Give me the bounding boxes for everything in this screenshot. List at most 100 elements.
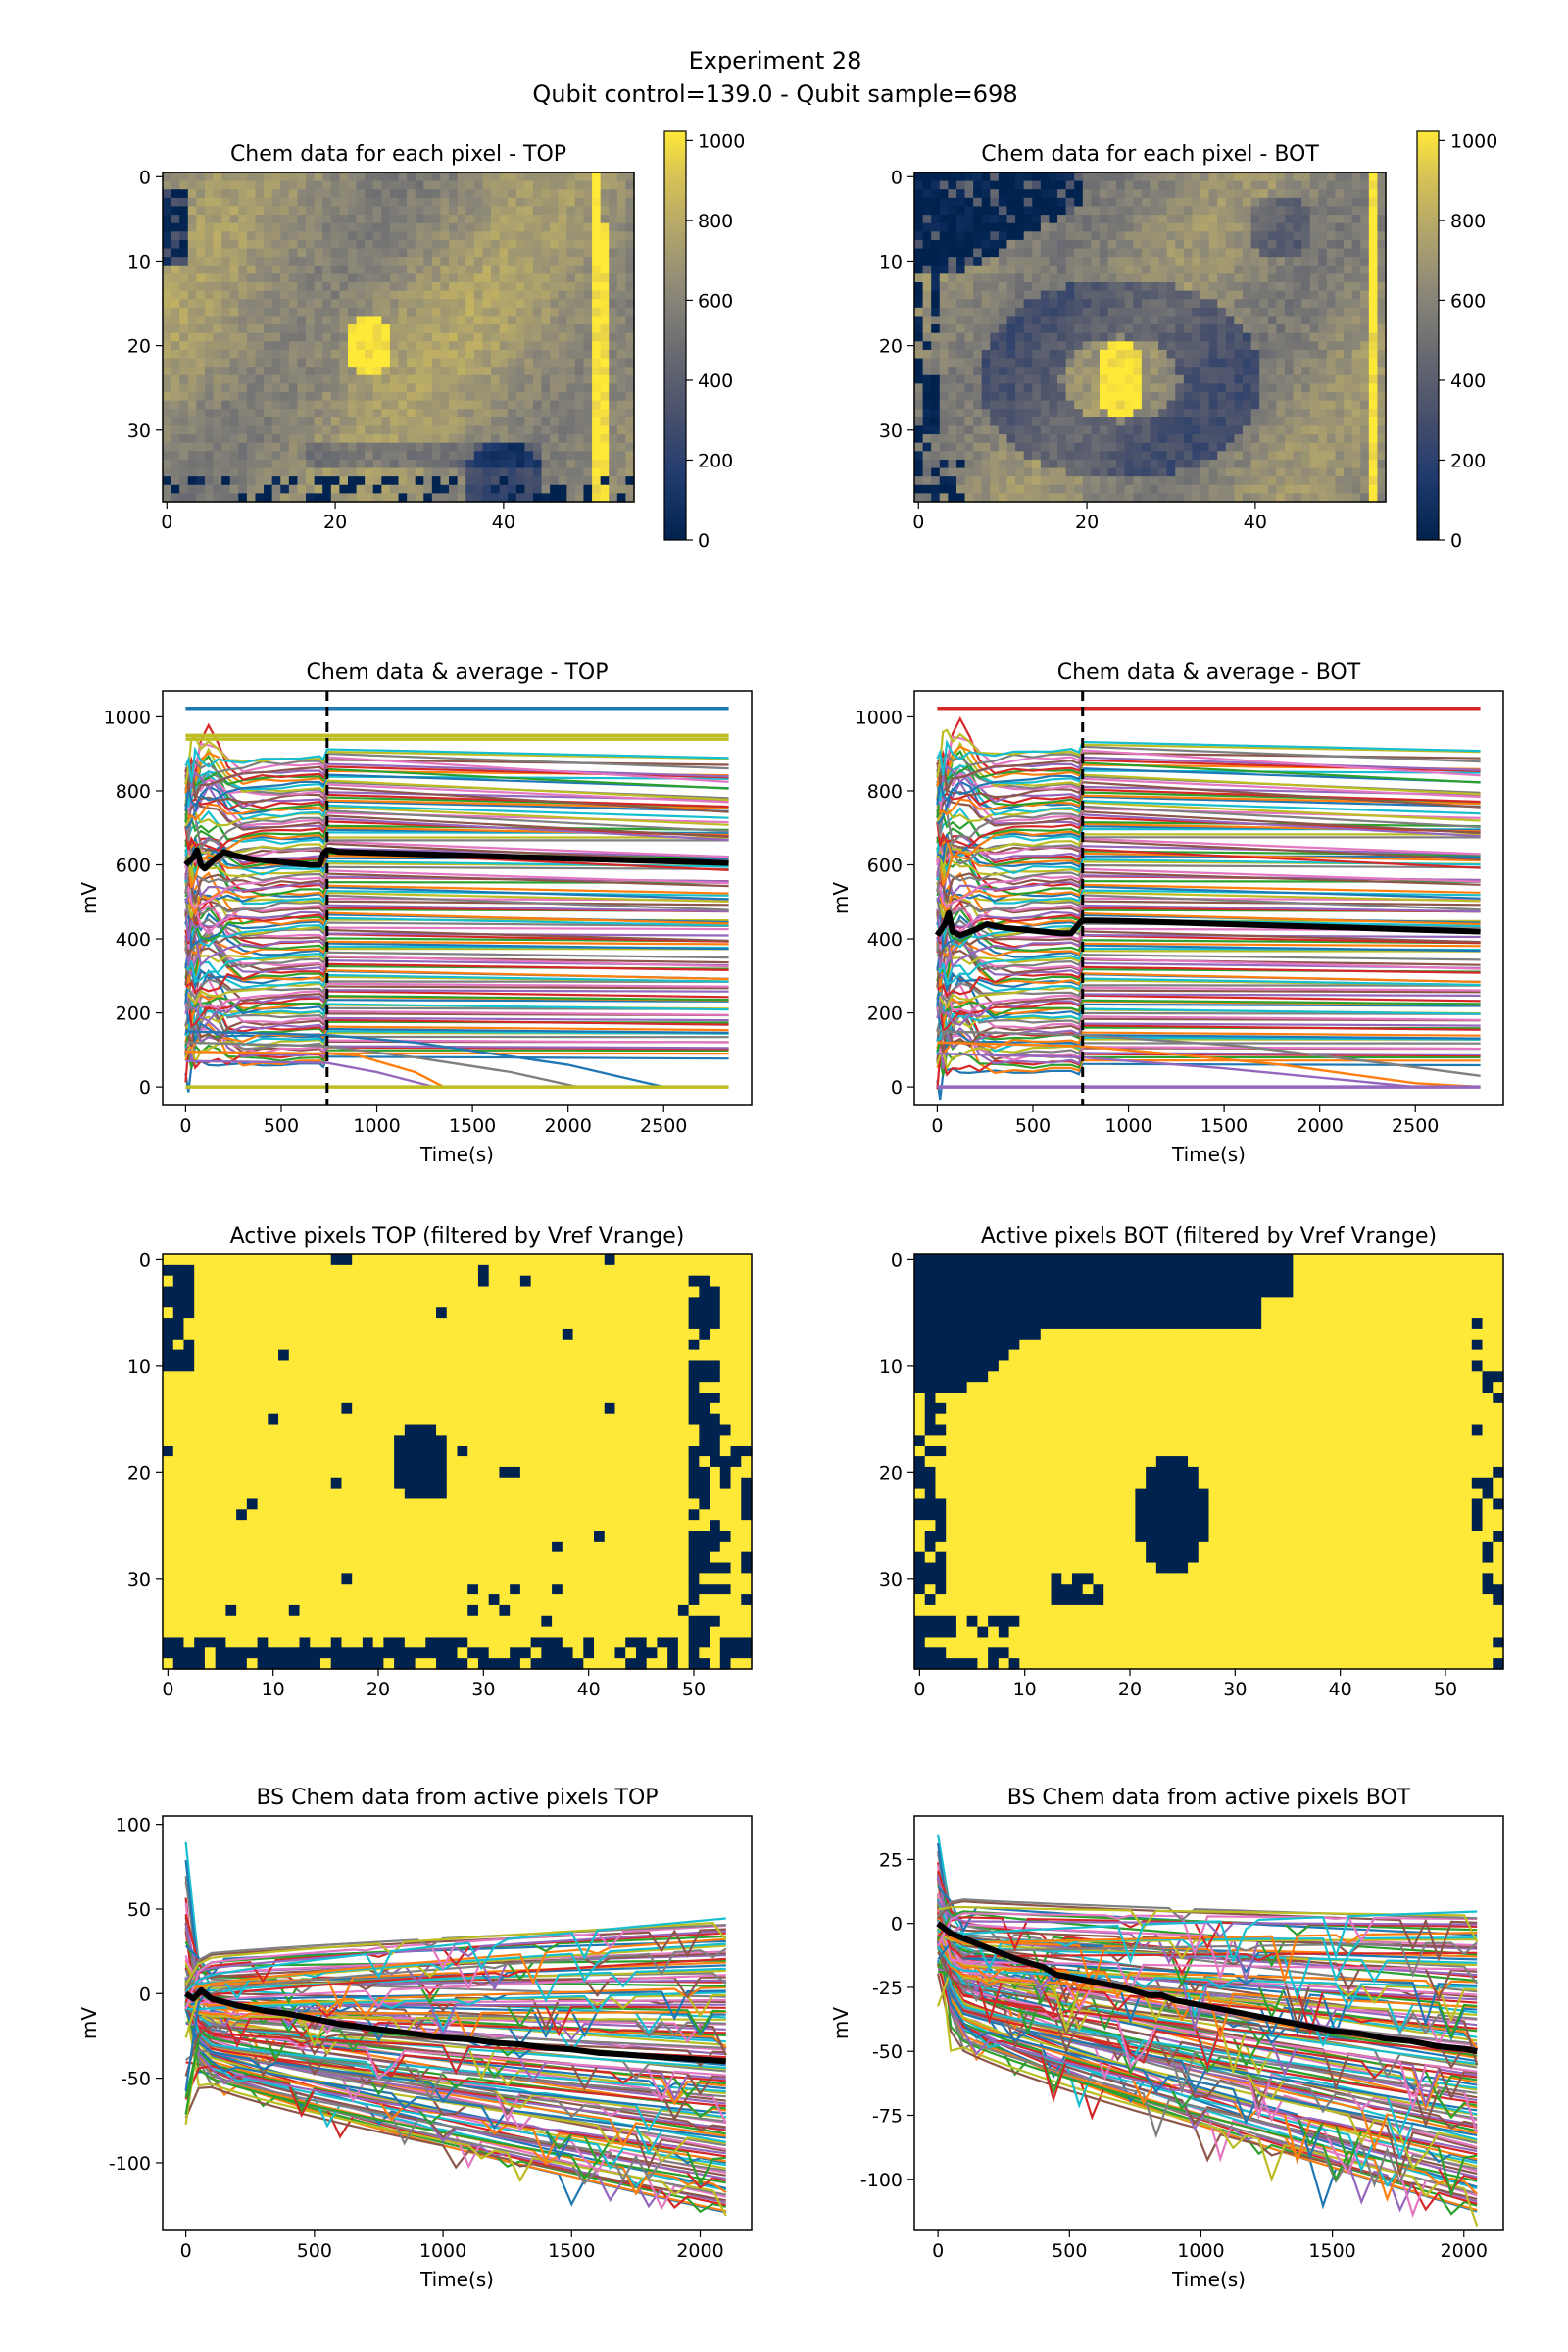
x-tick-label: 1000 (1104, 1115, 1152, 1137)
heatmap-cell (1175, 206, 1185, 216)
heatmap-cell (372, 349, 382, 360)
heatmap-cell (490, 493, 501, 503)
heatmap-cell (583, 484, 593, 494)
heatmap-cell (187, 172, 197, 182)
heatmap-cell (1250, 383, 1260, 393)
heatmap-cell (1116, 197, 1126, 208)
heatmap-cell (271, 392, 281, 402)
heatmap-cell (931, 374, 941, 384)
heatmap-cell (1293, 367, 1302, 376)
heatmap-cell (1318, 257, 1328, 267)
heatmap-cell (204, 442, 215, 452)
heatmap-cell (566, 222, 576, 232)
heatmap-cell (973, 358, 983, 368)
heatmap-cell (1335, 307, 1345, 318)
heatmap-cell (187, 459, 197, 469)
heatmap-cell (956, 349, 966, 360)
heatmap-cell (314, 332, 323, 342)
heatmap-cell (1158, 239, 1168, 250)
heatmap-cell (1344, 442, 1353, 452)
heatmap-cell (473, 425, 483, 435)
heatmap-cell (1158, 180, 1168, 190)
heatmap-cell (998, 189, 1008, 199)
heatmap-cell (213, 409, 222, 418)
heatmap-cell (246, 215, 257, 224)
heatmap-cell (998, 409, 1008, 418)
heatmap-cell (931, 416, 941, 427)
heatmap-cell (306, 409, 316, 418)
heatmap-cell (914, 257, 924, 267)
heatmap-cell (583, 416, 593, 427)
heatmap-cell (592, 459, 602, 469)
heatmap-cell (490, 307, 501, 318)
heatmap-cell (271, 484, 281, 494)
heatmap-cell (280, 459, 290, 469)
heatmap-cell (171, 206, 180, 216)
heatmap-cell (1267, 434, 1277, 444)
heatmap-cell (431, 358, 442, 368)
heatmap-cell (646, 1264, 659, 1277)
heatmap-cell (583, 1286, 595, 1298)
heatmap-cell (1107, 467, 1117, 477)
y-tick-label: 400 (116, 929, 151, 951)
heatmap-cell (482, 409, 492, 418)
heatmap-cell (1225, 341, 1235, 351)
heatmap-cell (356, 189, 366, 199)
heatmap-cell (583, 349, 593, 360)
heatmap-cell (964, 459, 974, 469)
colorbar-tick-label: 800 (698, 211, 733, 232)
heatmap-cell (1242, 282, 1252, 292)
heatmap-cell (1057, 493, 1067, 503)
heatmap-cell (407, 332, 416, 342)
heatmap-cell (271, 290, 281, 300)
heatmap-cell (667, 1275, 679, 1288)
heatmap-cell (204, 189, 215, 199)
heatmap-cell (372, 206, 382, 216)
heatmap-cell (1377, 467, 1387, 477)
heatmap-cell (213, 442, 222, 452)
heatmap-cell (1293, 409, 1302, 418)
heatmap-cell (532, 409, 543, 418)
heatmap-cell (446, 1264, 459, 1277)
heatmap-cell (1150, 416, 1159, 427)
heatmap-cell (314, 299, 323, 309)
heatmap-cell (1377, 206, 1387, 216)
heatmap-cell (1351, 341, 1361, 351)
heatmap-cell (1284, 459, 1295, 469)
heatmap-cell (914, 358, 924, 368)
heatmap-cell (1107, 290, 1117, 300)
heatmap-cell (1276, 442, 1286, 452)
heatmap-cell (616, 442, 627, 452)
heatmap-cell (1023, 392, 1033, 402)
heatmap-cell (372, 299, 382, 309)
heatmap-cell (1141, 324, 1152, 334)
heatmap-cell (508, 400, 517, 410)
heatmap-cell (541, 206, 551, 216)
heatmap-cell (213, 189, 222, 199)
heatmap-cell (574, 299, 585, 309)
heatmap-cell (246, 1254, 259, 1266)
heatmap-cell (264, 231, 273, 241)
heatmap-cell (264, 409, 273, 418)
heatmap-cell (609, 231, 618, 241)
heatmap-cell (515, 257, 525, 267)
heatmap-cell (339, 215, 349, 224)
heatmap-cell (389, 459, 400, 469)
heatmap-cell (948, 451, 957, 461)
heatmap-cell (1217, 358, 1227, 368)
heatmap-cell (1242, 239, 1252, 250)
heatmap-cell (1276, 316, 1286, 325)
heatmap-cell (490, 172, 501, 182)
heatmap-cell (482, 383, 492, 393)
heatmap-cell (1166, 231, 1176, 241)
heatmap-cell (1040, 222, 1051, 232)
heatmap-cell (1368, 189, 1379, 199)
heatmap-cell (229, 282, 239, 292)
heatmap-cell (1250, 493, 1260, 503)
heatmap-cell (221, 442, 231, 452)
heatmap-cell (948, 265, 957, 274)
heatmap-cell (341, 1275, 353, 1288)
heatmap-cell (1133, 231, 1143, 241)
heatmap-cell (1318, 374, 1328, 384)
heatmap-cell (389, 257, 400, 267)
